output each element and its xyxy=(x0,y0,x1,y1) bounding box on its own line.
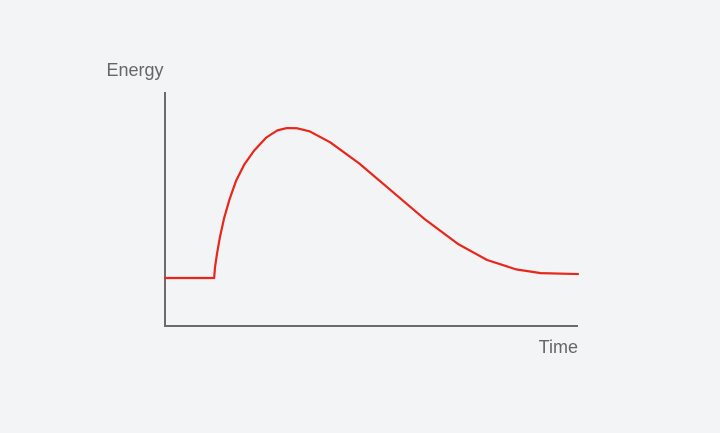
x-axis-label: Time xyxy=(539,337,578,357)
y-axis-label: Energy xyxy=(106,60,163,80)
energy-curve xyxy=(163,126,580,280)
